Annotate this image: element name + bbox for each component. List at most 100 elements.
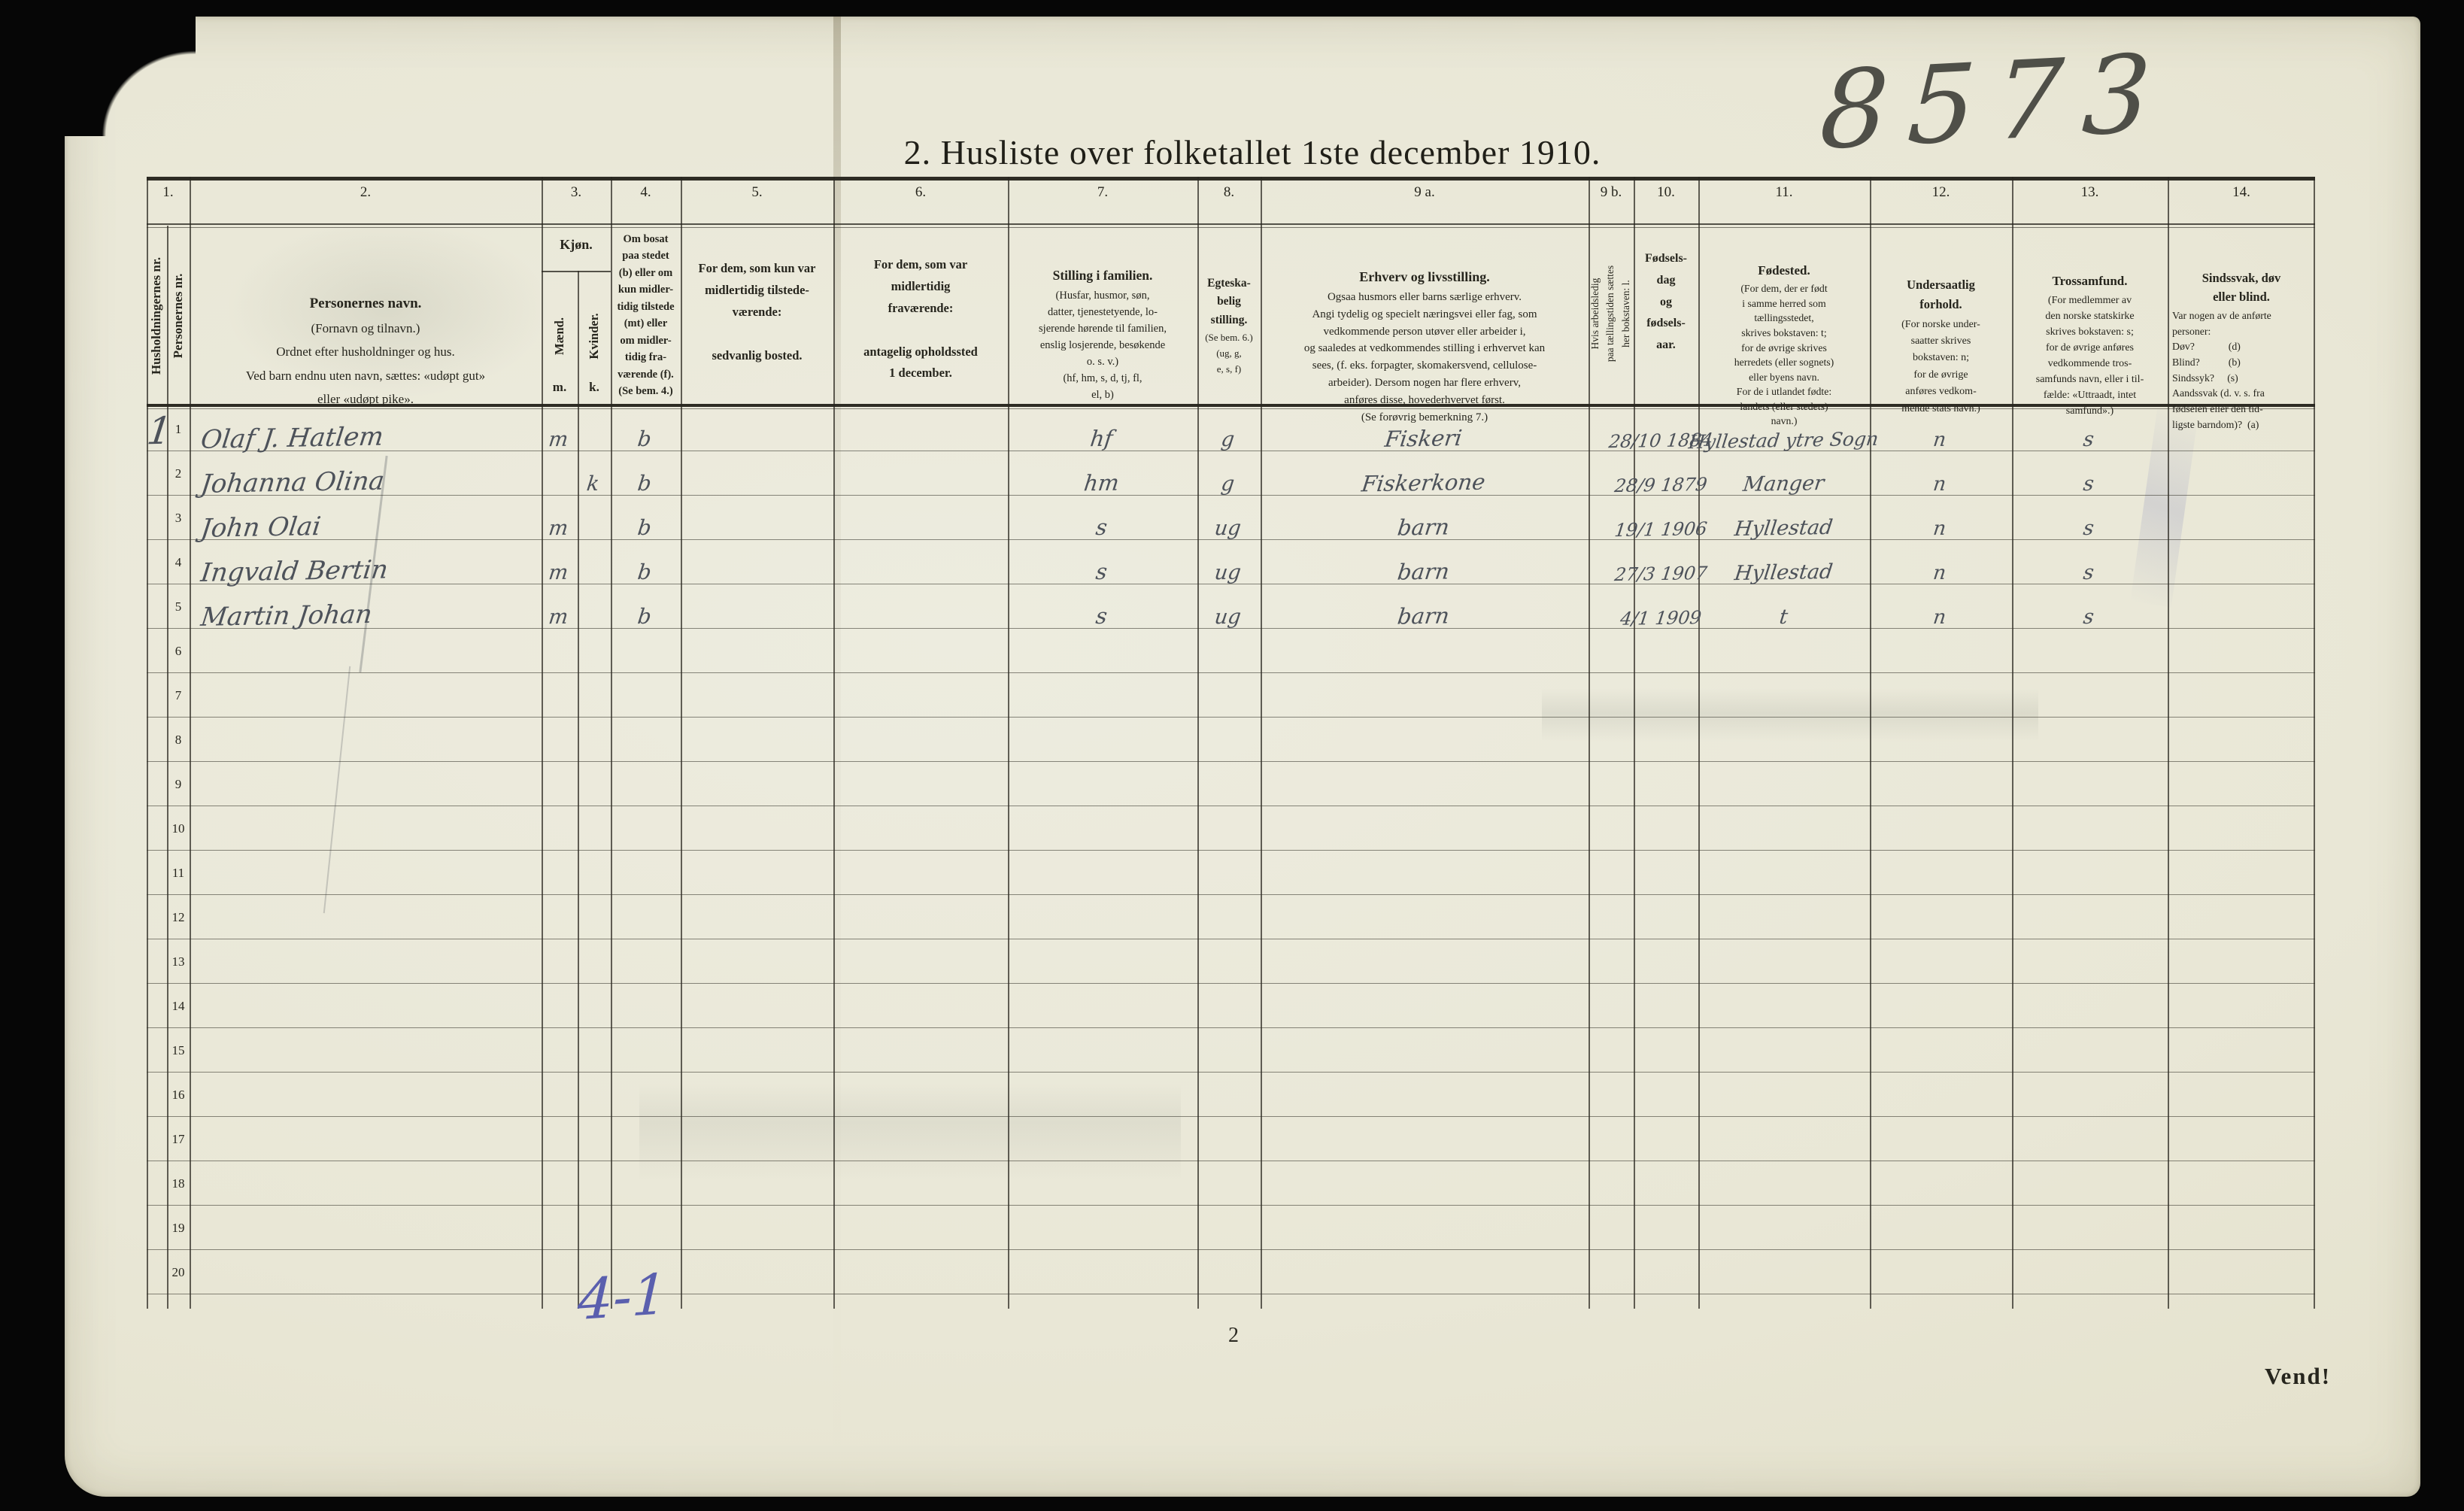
table-row: 16 — [147, 1072, 2315, 1117]
table-row: 19 — [147, 1205, 2315, 1250]
table-row: 9 — [147, 761, 2315, 806]
name-cell: Ingvald Bertin — [199, 554, 390, 588]
person-number: 15 — [171, 1043, 185, 1057]
column-number: 11. — [1775, 184, 1793, 200]
person-number: 18 — [171, 1176, 185, 1191]
sex-female-cell — [575, 587, 614, 628]
header-body: For dem, som kun var midlertidig tilsted… — [698, 261, 816, 363]
column-header-marital: Egteska- belig stilling. (Se bem. 6.) (ug… — [1197, 243, 1261, 393]
table-row: 2 Johanna Olina k b hm g Fiskerkone 28/9… — [147, 451, 2315, 499]
citizenship-cell: n — [1931, 428, 1948, 452]
column-header-sex: Kjøn. — [542, 237, 611, 253]
marital-status-cell: g — [1219, 427, 1236, 452]
column-header-birthplace: Fødested. (For dem, der er født i samme h… — [1698, 232, 1870, 444]
person-number: 3 — [174, 511, 182, 525]
column-header-unemployed: Hvis arbeidsledig paa tællingstiden sætt… — [1588, 220, 1634, 408]
header-body: (For dem, der er født i samme herred som… — [1734, 283, 1834, 427]
table-row: 11 — [147, 850, 2315, 895]
header-body: Ogsaa husmors eller barns særlige erhver… — [1303, 290, 1546, 423]
column-header-religion: Trossamfund. (For medlemmer av den norske… — [2012, 240, 2168, 435]
sex-female-cell: k — [585, 472, 601, 496]
person-number: 10 — [171, 821, 185, 836]
table-row: 6 — [147, 628, 2315, 673]
header-title: Undersaatlig forhold. — [1907, 277, 1975, 312]
census-sheet — [65, 17, 2420, 1497]
torn-corner — [60, 12, 196, 136]
header-body: (For norske under- saatter skrives bokst… — [1901, 318, 1980, 414]
header-body: (Husfar, husmor, søn, datter, tjenestety… — [1039, 289, 1167, 401]
religion-cell: s — [2081, 560, 2095, 585]
citizenship-cell: n — [1931, 561, 1948, 585]
column-number: 6. — [915, 184, 927, 200]
birthplace-cell: Hyllestad ytre Sogn — [1687, 427, 1880, 454]
family-position-cell: s — [1094, 602, 1109, 630]
person-number: 9 — [174, 777, 182, 791]
header-bottom-border — [147, 404, 2315, 407]
sex-female-cell — [575, 498, 614, 539]
grid-line — [190, 177, 191, 1309]
grid-line — [833, 177, 835, 1309]
person-number: 14 — [171, 999, 185, 1013]
header-title: Personernes navn. — [309, 295, 422, 311]
column-number: 9 b. — [1600, 184, 1622, 200]
person-number: 12 — [171, 910, 185, 924]
residence-cell: b — [636, 514, 653, 541]
marital-status-cell: g — [1219, 472, 1236, 496]
paper-crease — [833, 17, 841, 1497]
birthplace-cell: Hyllestad — [1733, 515, 1834, 542]
sex-male-cell — [539, 454, 581, 495]
table-row: 18 — [147, 1161, 2315, 1206]
column-header-household-nr: Husholdningernes nr. — [149, 226, 164, 406]
header-label: k. — [589, 380, 599, 394]
person-number: 13 — [171, 954, 185, 969]
grid-line — [2168, 177, 2169, 1309]
column-header-temp-present: For dem, som kun var midlertidig tilsted… — [681, 258, 833, 366]
name-cell: John Olai — [199, 511, 323, 544]
table-row: 3 John Olai m b s ug barn 19/1 1906 Hyll… — [147, 495, 2315, 544]
grid-line — [147, 227, 2315, 228]
person-number: 8 — [174, 733, 182, 747]
citizenship-cell: n — [1931, 517, 1948, 541]
column-header-disabilities: Sindssvak, døv eller blind. Var nogen av … — [2168, 238, 2315, 464]
column-number: 2. — [360, 184, 372, 200]
female-abbr: k. — [578, 380, 611, 395]
column-number: 7. — [1097, 184, 1109, 200]
table-row: 13 — [147, 939, 2315, 984]
header-body: Fødsels- dag og fødsels- aar. — [1645, 252, 1687, 352]
marital-status-cell: ug — [1213, 560, 1243, 585]
header-title: Trossamfund. — [2052, 274, 2128, 288]
citizenship-cell: n — [1931, 605, 1948, 630]
column-number: 1. — [162, 184, 174, 200]
grid-line — [1698, 177, 1700, 1309]
header-body: For dem, som var midlertidig fraværende:… — [863, 257, 978, 381]
header-title: Stilling i familien. — [1052, 268, 1153, 284]
header-body: (Se bem. 6.) (ug, g, e, s, f) — [1205, 331, 1253, 375]
family-position-cell: hm — [1082, 469, 1121, 496]
sex-male-cell: m — [547, 605, 570, 630]
person-number: 7 — [174, 688, 182, 702]
column-number: 8. — [1223, 184, 1235, 200]
header-label: m. — [552, 380, 567, 394]
header-title: Kjøn. — [560, 237, 593, 252]
header-title: Erhverv og livsstilling. — [1359, 269, 1490, 284]
column-number: 13. — [2080, 184, 2099, 200]
occupation-cell: barn — [1396, 602, 1451, 630]
column-number: 3. — [570, 184, 582, 200]
table-row: 10 — [147, 806, 2315, 851]
table-row: 5 Martin Johan m b s ug barn 4/1 1909 t … — [147, 584, 2315, 633]
person-number: 1 — [174, 422, 182, 436]
grid-line — [1589, 177, 1590, 1309]
table-row: 15 — [147, 1027, 2315, 1073]
table-row: 4 Ingvald Bertin m b s ug barn 27/3 1907… — [147, 539, 2315, 588]
person-number: 5 — [174, 599, 182, 614]
person-number: 19 — [171, 1221, 185, 1235]
column-number: 14. — [2232, 184, 2250, 200]
name-cell: Martin Johan — [199, 599, 374, 633]
header-label: Husholdningernes nr. — [149, 256, 163, 375]
grid-line — [167, 226, 168, 1309]
column-header-female: Kvinder. — [587, 276, 602, 396]
religion-cell: s — [2081, 605, 2095, 630]
grid-line — [1634, 177, 1635, 1309]
header-title: Sindssvak, døv eller blind. — [2202, 271, 2281, 305]
